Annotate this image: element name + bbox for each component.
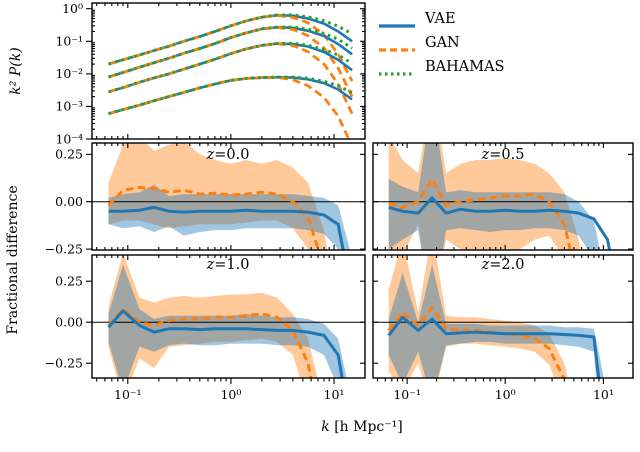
svg-text:0.25: 0.25 (55, 274, 83, 289)
svg-text:10¹: 10¹ (593, 387, 614, 402)
top-panel-ylabel-text: k² P(k) (8, 47, 24, 95)
legend-label-bahamas: BAHAMAS (425, 59, 505, 75)
bahamas-line-swatch (378, 63, 416, 76)
svg-text:10⁻⁴: 10⁻⁴ (55, 131, 83, 146)
legend-label-gan: GAN (425, 35, 460, 51)
xlabel-units: [h Mpc⁻¹] (329, 419, 403, 435)
svg-text:0.25: 0.25 (55, 147, 83, 162)
svg-text:10⁻¹: 10⁻¹ (55, 34, 83, 49)
svg-text:0.00: 0.00 (55, 194, 83, 209)
svg-text:10⁰: 10⁰ (62, 1, 83, 16)
top-panel-ylabel: k² P(k) (8, 47, 24, 94)
svg-text:10⁰: 10⁰ (220, 387, 241, 402)
svg-text:10⁰: 10⁰ (495, 387, 516, 402)
legend-entry-gan: GAN (378, 31, 505, 55)
svg-text:10¹: 10¹ (324, 387, 345, 402)
svg-text:10⁻¹: 10⁻¹ (114, 387, 142, 402)
vae-line-swatch (378, 15, 416, 28)
legend-entry-bahamas: BAHAMAS (378, 55, 505, 79)
legend-label-vae: VAE (425, 11, 456, 27)
xlabel-var: k (321, 419, 330, 435)
gan-line-swatch (378, 39, 416, 52)
legend: VAE GAN BAHAMAS (378, 7, 505, 79)
svg-text:−0.25: −0.25 (45, 241, 83, 256)
panel-title-z1.0: z=1.0 (206, 257, 250, 273)
panel-title-z0.0: z=0.0 (206, 147, 250, 163)
xlabel: k [h Mpc⁻¹] (321, 419, 402, 435)
svg-text:10⁻¹: 10⁻¹ (393, 387, 421, 402)
svg-text:0.00: 0.00 (55, 315, 83, 330)
legend-entry-vae: VAE (378, 7, 505, 31)
svg-text:10⁻²: 10⁻² (55, 66, 83, 81)
frac-ylabel: Fractional difference (5, 185, 21, 335)
panel-title-z2.0: z=2.0 (481, 257, 525, 273)
svg-text:10⁻³: 10⁻³ (55, 99, 83, 114)
panel-title-z0.5: z=0.5 (481, 147, 525, 163)
svg-text:−0.25: −0.25 (45, 356, 83, 371)
